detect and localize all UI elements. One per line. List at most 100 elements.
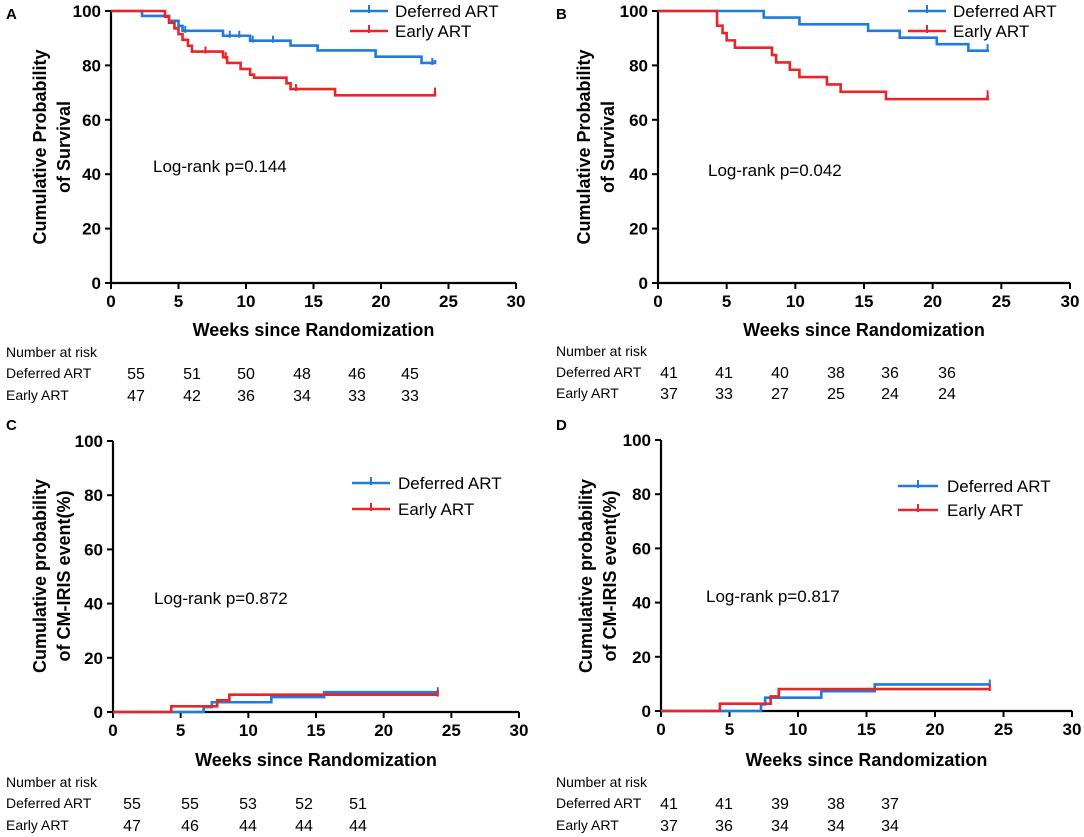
- panel-b-y-tick-label: 60: [629, 111, 648, 130]
- panel-c-y-tick-label: 40: [84, 595, 103, 614]
- panel-d-risk-table-title: Number at risk: [556, 774, 648, 790]
- legend-deferred-label: Deferred ART: [947, 477, 1051, 496]
- panel-a-letter: A: [6, 6, 17, 23]
- panel-b-risk-value: 24: [938, 386, 956, 403]
- panel-a-risk-value: 36: [237, 388, 255, 405]
- panel-d-letter: D: [556, 417, 567, 434]
- panel-b-early-curve: [658, 9, 989, 101]
- panel-d-risk-value: 38: [827, 796, 845, 813]
- panel-d-risk-value: 37: [881, 796, 899, 813]
- panel-c-y-axis-label-line: Cumulative probability: [30, 479, 50, 673]
- panel-a-risk-table-title: Number at risk: [6, 344, 98, 360]
- panel-d-x-tick-label: 0: [656, 720, 665, 739]
- panel-a-y-tick-label: 80: [82, 56, 101, 75]
- panel-c-x-tick-label: 10: [239, 721, 258, 740]
- panel-c-x-tick-label: 5: [176, 721, 185, 740]
- panel-d-risk-value: 39: [771, 796, 789, 813]
- panel-d-x-axis-label: Weeks since Randomization: [746, 750, 988, 770]
- panel-a-risk-value: 50: [237, 366, 255, 383]
- panel-c-risk-table-title: Number at risk: [6, 774, 98, 790]
- panel-a-risk-value: 45: [401, 366, 419, 383]
- panel-c-x-tick-label: 0: [108, 721, 117, 740]
- panel-a-y-tick-label: 60: [82, 111, 101, 130]
- panel-a-risk-value: 46: [348, 366, 366, 383]
- panel-c-risk-value: 52: [295, 796, 313, 813]
- panel-d-risk-value: 34: [881, 818, 899, 835]
- panel-d-logrank-annotation: Log-rank p=0.817: [706, 587, 840, 606]
- panel-c-y-tick-label: 0: [94, 703, 103, 722]
- panel-d-risk-row-label: Early ART: [556, 817, 619, 833]
- panel-d: D 0 5 10 15 20 25 30 0 20 40 60 80 100 Weeks since Ran…: [556, 417, 1081, 835]
- panel-b-y-axis-label-line: Cumulative Probability: [574, 49, 594, 244]
- panel-b-risk-row-label: Early ART: [556, 385, 619, 401]
- panel-c-x-axis-label: Weeks since Randomization: [195, 750, 437, 770]
- panel-c-risk-value: 44: [239, 818, 257, 835]
- legend-deferred-label: Deferred ART: [395, 2, 499, 21]
- panel-d-y-axis-label-line: Cumulative probability: [576, 479, 596, 673]
- panel-c-risk-value: 55: [123, 796, 141, 813]
- legend-early-label: Early ART: [398, 500, 474, 519]
- panel-a-x-tick-label: 0: [106, 292, 115, 311]
- panel-c-risk-row-label: Early ART: [6, 817, 69, 833]
- panel-b-risk-row-label: Deferred ART: [556, 364, 642, 380]
- panel-a-x-tick-label: 5: [174, 292, 183, 311]
- panel-c-logrank-annotation: Log-rank p=0.872: [154, 589, 288, 608]
- panel-b-x-tick-label: 10: [786, 292, 805, 311]
- panel-d-risk-value: 34: [771, 818, 789, 835]
- panel-a-x-tick-label: 30: [507, 292, 526, 311]
- panel-d-risk-value: 41: [660, 796, 678, 813]
- panel-c-y-axis-label-line: of CM-IRIS event(%): [54, 490, 74, 661]
- panel-b-risk-value: 25: [827, 386, 845, 403]
- panel-d-risk-value: 41: [715, 796, 733, 813]
- panel-c-risk-value: 53: [239, 796, 257, 813]
- panel-d-y-tick-label: 60: [632, 539, 651, 558]
- panel-b-risk-value: 24: [881, 386, 899, 403]
- panel-d-y-tick-label: 40: [632, 594, 651, 613]
- panel-d-x-tick-label: 15: [857, 720, 876, 739]
- panel-a-x-tick-label: 15: [304, 292, 323, 311]
- panel-d-early-curve: [661, 687, 990, 713]
- panel-a-y-tick-label: 100: [73, 2, 101, 21]
- panel-a-early-curve: [111, 9, 437, 97]
- panel-c-y-tick-label: 80: [84, 486, 103, 505]
- panel-d-x-tick-label: 10: [789, 720, 808, 739]
- panel-a-logrank-annotation: Log-rank p=0.144: [153, 157, 287, 176]
- panel-b-y-tick-label: 20: [629, 220, 648, 239]
- panel-a-x-axis-label: Weeks since Randomization: [193, 320, 435, 340]
- panel-d-x-tick-label: 20: [926, 720, 945, 739]
- panel-a-y-tick-label: 40: [82, 165, 101, 184]
- panel-a-risk-value: 51: [183, 366, 201, 383]
- panel-b: B 0 5 10 15 20 25 30 0 20 40 60 80 100 Weeks since Ran…: [556, 2, 1079, 403]
- panel-d-risk-value: 36: [715, 818, 733, 835]
- panel-b-x-tick-label: 25: [992, 292, 1011, 311]
- panel-a-y-tick-label: 20: [82, 220, 101, 239]
- legend-early-label: Early ART: [395, 22, 471, 41]
- panel-b-risk-value: 27: [771, 386, 789, 403]
- panel-a-x-tick-label: 20: [372, 292, 391, 311]
- panel-b-y-tick-label: 100: [620, 2, 648, 21]
- panel-d-y-tick-label: 100: [623, 431, 651, 450]
- panel-a-risk-row-label: Early ART: [6, 387, 69, 403]
- panel-a-risk-value: 34: [293, 388, 311, 405]
- legend-early-label: Early ART: [953, 22, 1029, 41]
- panel-c-risk-value: 51: [349, 796, 367, 813]
- panel-d-y-tick-label: 80: [632, 485, 651, 504]
- panel-a-risk-row-label: Deferred ART: [6, 365, 92, 381]
- panel-b-risk-value: 33: [715, 386, 733, 403]
- panel-b-x-tick-label: 5: [722, 292, 731, 311]
- panel-c-risk-value: 55: [181, 796, 199, 813]
- panel-d-y-axis-label-line: of CM-IRIS event(%): [600, 490, 620, 661]
- panel-d-risk-value: 34: [827, 818, 845, 835]
- panel-b-risk-value: 41: [660, 365, 678, 382]
- legend-early-label: Early ART: [947, 501, 1023, 520]
- panel-d-y-tick-label: 0: [642, 702, 651, 721]
- panel-c-risk-value: 47: [123, 818, 141, 835]
- panel-b-x-tick-label: 0: [653, 292, 662, 311]
- panel-b-risk-value: 36: [938, 365, 956, 382]
- panel-c: C 0 5 10 15 20 25 30 0 20 40 60 80 100 Weeks since Ran…: [6, 417, 528, 835]
- panel-a-x-tick-label: 10: [237, 292, 256, 311]
- panel-b-y-tick-label: 80: [629, 56, 648, 75]
- panel-a-risk-value: 47: [127, 388, 145, 405]
- panel-a: A 0 5 10 15 20 25 30 0 20 40 60 80 100 Weeks since Ran…: [6, 2, 525, 405]
